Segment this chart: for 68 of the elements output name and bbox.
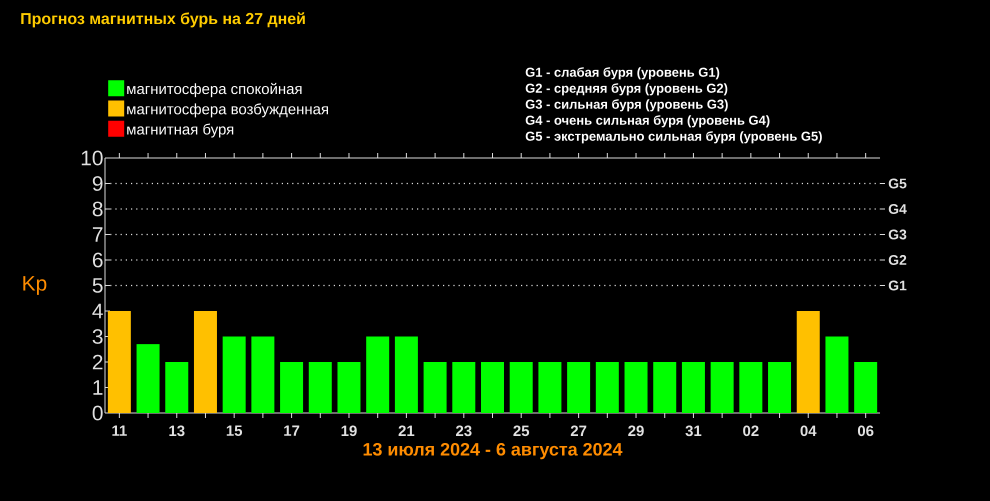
- bar: [452, 362, 476, 413]
- bar: [251, 336, 274, 413]
- chart-title: Прогноз магнитных бурь на 27 дней: [21, 12, 305, 28]
- x-tick-label: 27: [570, 426, 586, 436]
- bar: [481, 362, 504, 413]
- x-tick-label: 31: [685, 426, 702, 436]
- y-tick-label: 1: [93, 380, 102, 395]
- x-tick-label: 04: [800, 426, 816, 436]
- bar: [653, 362, 676, 413]
- text: G1 - слабая буря (уровень G1): [526, 67, 720, 80]
- bar: [739, 362, 762, 413]
- bar: [194, 310, 217, 413]
- text: G3 - сильная буря (уровень G3): [526, 99, 728, 112]
- legend-label: магнитосфера возбужденная: [127, 103, 328, 118]
- ref-line-label: G1: [888, 280, 906, 290]
- text: G4 - очень сильная буря (уровень G4): [526, 115, 770, 128]
- x-tick-label: 15: [226, 426, 242, 436]
- y-tick-label: 5: [92, 278, 103, 293]
- y-tick-label: 8: [92, 202, 103, 216]
- ref-line-label: G3: [888, 230, 906, 240]
- bar: [222, 336, 246, 413]
- text: G2 - средняя буря (уровень G2): [526, 83, 728, 96]
- bar: [538, 362, 562, 413]
- x-tick-label: 29: [628, 426, 644, 436]
- bar: [165, 362, 188, 413]
- x-tick-label: 06: [858, 426, 874, 436]
- ref-line-label: G5: [888, 178, 906, 188]
- bar: [136, 344, 160, 413]
- bar: [394, 336, 418, 413]
- x-tick-label: 13: [169, 426, 185, 436]
- text: G5 - экстремально сильная буря (уровень G5): [526, 131, 822, 144]
- y-tick-label: 3: [92, 329, 103, 344]
- x-tick-label: 19: [342, 426, 357, 436]
- legend-label: магнитосфера спокойная: [127, 82, 302, 98]
- bar: [796, 310, 820, 413]
- x-tick-label: 25: [513, 426, 530, 436]
- y-tick-label: 7: [92, 227, 102, 242]
- bar: [682, 362, 705, 413]
- x-axis-title: 13 июля 2024 - 6 августа 2024: [364, 442, 622, 460]
- bar: [854, 362, 878, 413]
- bar: [337, 362, 360, 413]
- bar: [280, 362, 304, 413]
- y-tick-label: 10: [82, 150, 103, 166]
- bar: [108, 310, 131, 413]
- x-tick-label: 21: [398, 426, 414, 436]
- bar: [308, 362, 332, 413]
- bar: [710, 362, 734, 413]
- ref-line-label: G4: [888, 204, 907, 214]
- x-tick-label: 11: [112, 426, 127, 436]
- bar: [567, 362, 590, 413]
- bar: [624, 362, 648, 413]
- y-tick-label: 9: [92, 176, 102, 191]
- bar: [825, 336, 848, 413]
- x-tick-label: 23: [456, 426, 472, 436]
- y-axis-title: Kp: [23, 276, 46, 295]
- x-tick-label: 17: [284, 426, 300, 436]
- y-tick-label: 6: [92, 252, 103, 268]
- bar: [768, 362, 792, 413]
- legend-label: магнитная буря: [127, 124, 234, 138]
- bar: [366, 336, 390, 413]
- y-tick-label: 0: [92, 406, 103, 420]
- x-tick-label: 02: [743, 426, 759, 436]
- bar: [510, 362, 533, 413]
- y-tick-label: 4: [92, 304, 103, 318]
- bar: [424, 362, 447, 413]
- ref-line-label: G2: [888, 255, 906, 265]
- y-tick-label: 2: [92, 354, 102, 370]
- bar: [596, 362, 619, 413]
